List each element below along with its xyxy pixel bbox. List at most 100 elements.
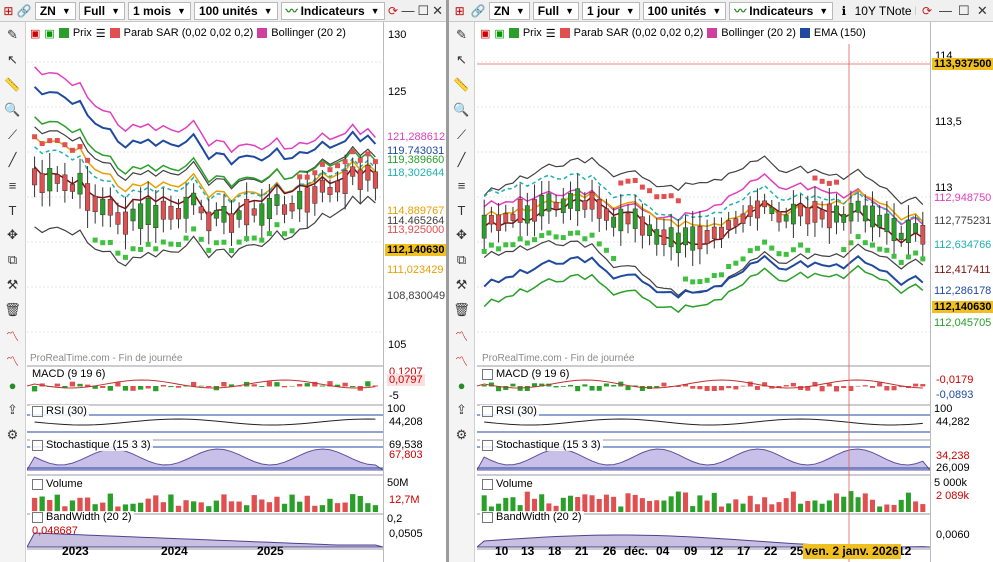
price-tick: 125	[388, 86, 407, 98]
arrow-down-icon[interactable]: ▣	[480, 27, 491, 40]
macd-bar	[762, 382, 768, 387]
line-icon[interactable]: ╱	[8, 152, 17, 167]
pencil-icon[interactable]: ✎	[456, 27, 467, 42]
trash-icon[interactable]: 🗑	[453, 302, 470, 317]
arrow-up-icon[interactable]: ▣	[494, 27, 505, 40]
pencil-icon[interactable]: ✎	[7, 27, 18, 42]
macd-bar	[632, 385, 638, 387]
macd-ia-icon[interactable]: 〽	[454, 328, 468, 344]
tools-icon[interactable]: ⚒	[6, 277, 19, 292]
symbol-select[interactable]: ZN ▼	[488, 1, 530, 20]
legend-price[interactable]: Prix	[522, 27, 542, 39]
close-icon[interactable]: ✕	[976, 2, 988, 18]
fibonacci-icon[interactable]: ≡	[457, 177, 466, 193]
period-select[interactable]: 1 mois ▼	[128, 1, 191, 20]
candle-body	[639, 216, 645, 236]
legend-bollinger[interactable]: Bollinger (20 2)	[271, 27, 346, 39]
info-icon[interactable]: ℹ	[841, 3, 847, 18]
export-icon[interactable]: ⇪	[456, 402, 467, 417]
mode-select[interactable]: Full ▼	[532, 1, 580, 20]
volume-bar	[77, 497, 83, 512]
right-x-tick: 13	[521, 544, 535, 558]
legend-bollinger[interactable]: Bollinger (20 2)	[721, 27, 796, 39]
maximize-icon[interactable]: ☐	[417, 2, 430, 18]
chart-type-icon[interactable]: ⊞	[3, 3, 14, 18]
copy-icon[interactable]: ⧉	[7, 252, 18, 267]
right-bandwidth-title: BandWidth (20 2)	[480, 511, 584, 523]
candle-body	[532, 199, 537, 222]
close-icon[interactable]: ✕	[432, 2, 443, 18]
candle-body	[342, 170, 348, 194]
cursor-icon[interactable]: ↖	[456, 52, 467, 67]
left-chart-canvas[interactable]	[27, 22, 383, 562]
trash-icon[interactable]: 🗑	[4, 302, 21, 317]
price-tag: 111,023429	[385, 264, 446, 276]
segment-icon[interactable]: ⟋	[7, 127, 18, 142]
maximize-icon[interactable]: ☐	[958, 2, 970, 18]
candle-body	[228, 213, 235, 233]
line-icon[interactable]: ╱	[457, 152, 466, 167]
badge-icon[interactable]: ●	[8, 377, 17, 393]
badge-icon[interactable]: ●	[457, 377, 466, 393]
arrow-down-icon[interactable]: ▣	[30, 27, 41, 40]
cursor-icon[interactable]: ↖	[7, 52, 18, 67]
volume-bar	[62, 506, 68, 512]
candle-body	[589, 192, 595, 210]
macd-ia-icon[interactable]: 〽	[5, 328, 19, 344]
legend-sar[interactable]: Parab SAR (0,02 0,02 0,2)	[573, 27, 704, 39]
mode-select[interactable]: Full ▼	[78, 1, 126, 20]
rsi-ia-icon[interactable]: 〽	[5, 353, 19, 369]
macd-bar	[327, 381, 333, 387]
link-icon[interactable]: 🔗	[16, 3, 32, 18]
macd-bar	[77, 383, 83, 387]
legend-menu-icon[interactable]: ☰	[545, 27, 556, 40]
volume-bar	[31, 497, 38, 512]
legend-ema[interactable]: EMA (150)	[813, 27, 866, 39]
volume-bar	[496, 503, 502, 512]
refresh-icon[interactable]: ⟳	[921, 3, 933, 18]
arrow-up-icon[interactable]: ▣	[44, 27, 55, 40]
macd-bar	[711, 386, 717, 391]
moving-average-line	[34, 146, 376, 205]
minimize-icon[interactable]: —	[401, 3, 415, 18]
volume-bar	[100, 502, 106, 512]
minimize-icon[interactable]: —	[938, 3, 952, 18]
right-stoch-v1: 34,238	[936, 450, 970, 462]
ruler-icon[interactable]: 📏	[4, 77, 21, 92]
candle-body	[251, 208, 257, 216]
macd-bar	[567, 384, 573, 387]
legend-sar[interactable]: Parab SAR (0,02 0,02 0,2)	[123, 27, 254, 39]
rsi-ia-icon[interactable]: 〽	[454, 353, 468, 369]
sar-dot	[855, 234, 861, 240]
indicators-button[interactable]: 〰 Indicateurs ▼	[280, 1, 385, 20]
indicators-button[interactable]: 〰 Indicateurs ▼	[729, 1, 834, 20]
window-divider[interactable]	[446, 0, 449, 562]
legend-price[interactable]: Prix	[72, 27, 92, 39]
period-select[interactable]: 1 jour ▼	[582, 1, 640, 20]
link-icon[interactable]: 🔗	[470, 3, 486, 18]
move-icon[interactable]: ✥	[456, 227, 467, 242]
text-icon[interactable]: T	[457, 202, 466, 218]
ruler-icon[interactable]: 📏	[453, 77, 470, 92]
fibonacci-icon[interactable]: ≡	[8, 177, 17, 193]
legend-menu-icon[interactable]: ☰	[95, 27, 106, 40]
symbol-select[interactable]: ZN ▼	[34, 1, 76, 20]
zoom-icon[interactable]: 🔍	[453, 102, 470, 117]
refresh-icon[interactable]: ⟳	[387, 3, 399, 18]
export-icon[interactable]: ⇪	[7, 402, 18, 417]
candle-body	[153, 205, 159, 228]
right-chart-canvas[interactable]	[477, 22, 930, 562]
settings-icon[interactable]: ⚙	[455, 427, 468, 442]
settings-icon[interactable]: ⚙	[6, 427, 19, 442]
zoom-icon[interactable]: 🔍	[4, 102, 21, 117]
macd-bar	[798, 386, 804, 390]
units-select[interactable]: 100 unités ▼	[642, 1, 727, 20]
segment-icon[interactable]: ⟋	[456, 127, 467, 142]
candle-body	[776, 211, 782, 223]
text-icon[interactable]: T	[8, 202, 17, 218]
tools-icon[interactable]: ⚒	[455, 277, 468, 292]
units-select[interactable]: 100 unités ▼	[193, 1, 278, 20]
copy-icon[interactable]: ⧉	[456, 252, 467, 267]
chart-type-icon[interactable]: ⊞	[454, 3, 465, 18]
move-icon[interactable]: ✥	[7, 227, 18, 242]
